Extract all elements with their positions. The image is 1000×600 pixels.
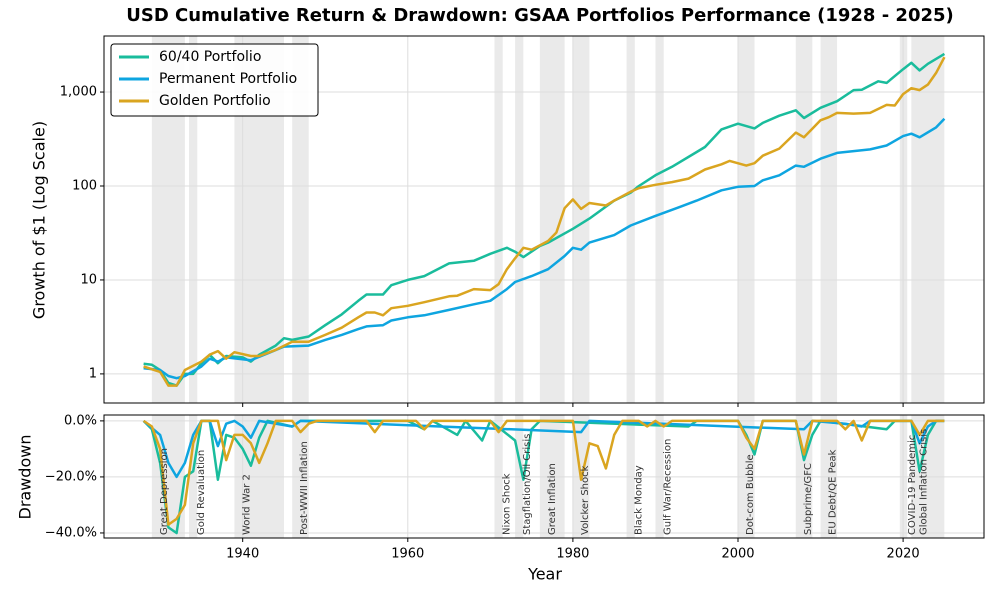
y-axis-label: Growth of $1 (Log Scale) — [30, 121, 49, 319]
period-label: Nixon Shock — [501, 473, 512, 535]
shaded-period — [655, 36, 664, 403]
period-label: Dot-com Bubble — [745, 454, 756, 535]
shaded-period — [189, 36, 198, 403]
legend-box — [110, 43, 319, 117]
period-label: Great Depression — [159, 448, 170, 535]
shaded-period — [494, 36, 503, 403]
period-label: Great Inflation — [547, 463, 558, 535]
y-axis-label: Drawdown — [16, 435, 35, 520]
series-line — [143, 117, 946, 380]
x-axis-label: Year — [527, 565, 562, 584]
shaded-period — [795, 36, 813, 403]
legend-label: Golden Portfolio — [159, 93, 271, 109]
period-label: Gulf War/Recession — [662, 439, 673, 535]
period-label: World War 2 — [241, 474, 252, 535]
series-line — [143, 52, 946, 387]
y-tick-label: −40.0% — [45, 525, 97, 540]
shaded-period — [911, 36, 945, 403]
period-label: Gold Revaluation — [196, 450, 207, 535]
x-tick-label: 1940 — [226, 547, 259, 562]
period-label: Black Monday — [634, 465, 645, 535]
y-tick-label: 1 — [89, 366, 97, 381]
y-tick-label: −20.0% — [45, 469, 97, 484]
period-label: Stagflation/Oil Crisis — [522, 434, 533, 535]
x-tick-label: 2000 — [721, 547, 754, 562]
y-tick-label: 10 — [80, 272, 97, 287]
shaded-period — [572, 36, 590, 403]
x-tick-label: 1980 — [556, 547, 589, 562]
shaded-period — [626, 36, 635, 403]
legend-label: Permanent Portfolio — [159, 71, 297, 87]
shaded-period — [737, 36, 755, 403]
period-label: Subprime/GFC — [803, 463, 814, 535]
period-label: COVID-19 Pandemic — [907, 435, 918, 535]
x-tick-label: 1960 — [391, 547, 424, 562]
period-label: Global Inflation Crisis — [918, 429, 929, 535]
period-label: Post-WWII Inflation — [299, 441, 310, 535]
axes-frame — [103, 414, 985, 539]
chart-title: USD Cumulative Return & Drawdown: GSAA P… — [126, 5, 954, 26]
x-tick-label: 2020 — [887, 547, 920, 562]
y-tick-label: 100 — [72, 178, 97, 193]
period-label: EU Debt/QE Peak — [828, 449, 839, 535]
legend-label: 60/40 Portfolio — [159, 49, 261, 65]
y-tick-label: 1,000 — [60, 85, 97, 100]
y-tick-label: 0.0% — [64, 413, 97, 428]
shaded-period — [292, 36, 309, 403]
shaded-period — [515, 36, 524, 403]
shaded-period — [820, 36, 838, 403]
period-label: Volcker Shock — [580, 465, 591, 535]
series-line — [143, 56, 946, 387]
axes-frame — [103, 35, 985, 404]
series-line — [142, 419, 945, 526]
